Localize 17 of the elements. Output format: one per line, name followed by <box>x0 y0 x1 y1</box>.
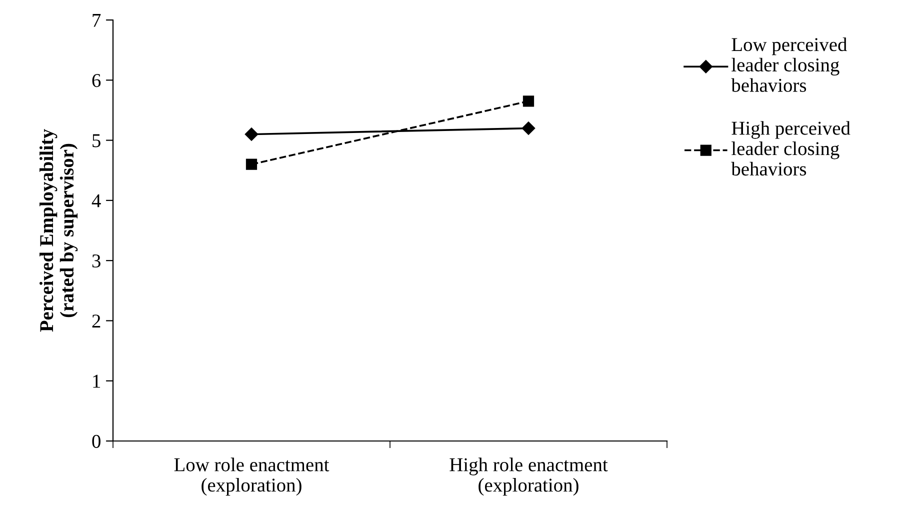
y-tick-label: 6 <box>92 74 101 88</box>
x-tick-label: Low role enactment (exploration) <box>174 458 330 496</box>
y-tick-label: 4 <box>92 194 101 208</box>
point <box>522 122 536 135</box>
y-tick-label: 7 <box>92 14 101 27</box>
point <box>522 96 534 107</box>
y-tick-label: 2 <box>92 314 100 328</box>
legend-label: High perceived leader closing behaviors <box>731 121 850 176</box>
y-tick-label: 0 <box>92 434 100 448</box>
y-tick-label: 3 <box>92 254 100 268</box>
y-axis-title: Perceived Employability (rated by supervisor) <box>40 129 78 332</box>
x-tick-label: High role enactment (exploration) <box>450 458 608 496</box>
y-tick-label: 1 <box>93 374 100 388</box>
point <box>246 158 258 170</box>
point <box>244 128 258 141</box>
y-tick-label: 5 <box>92 134 100 148</box>
legend-label: Low perceived leader closing behaviors <box>731 38 847 92</box>
